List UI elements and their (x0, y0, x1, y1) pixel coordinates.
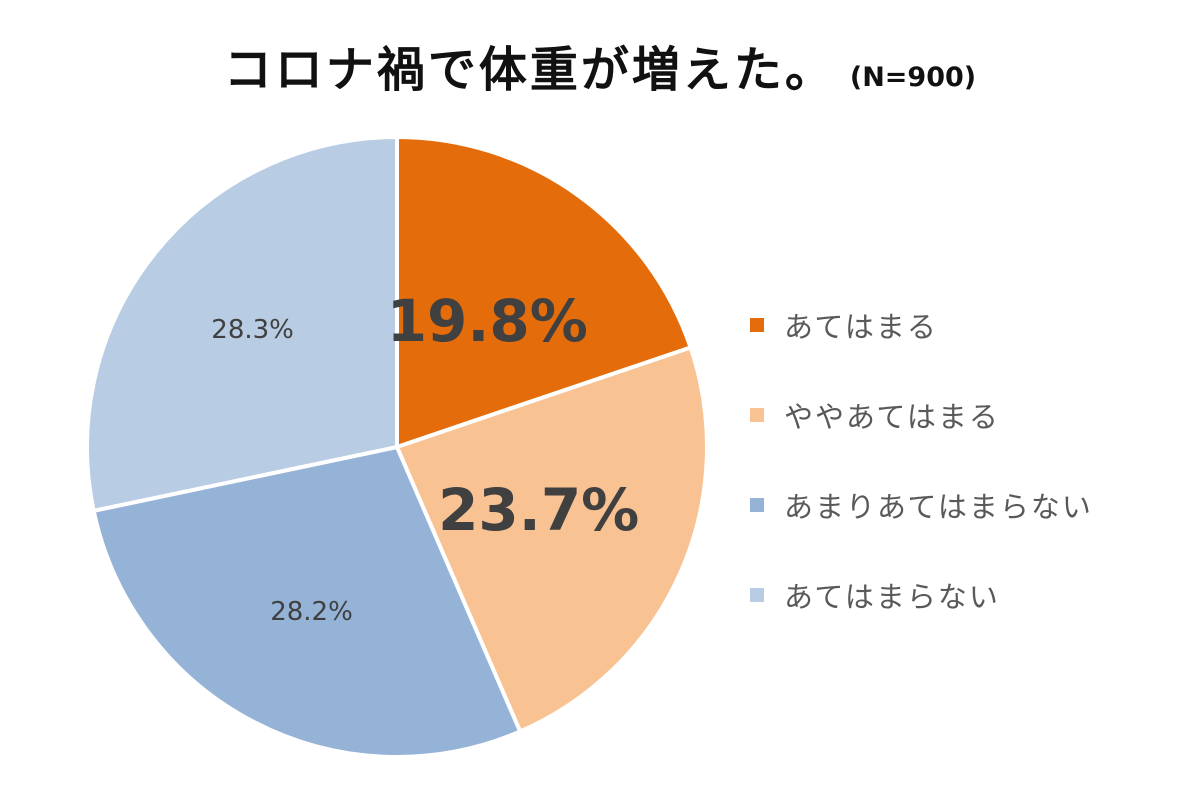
legend-swatch (750, 408, 764, 422)
chart-sample-size: (N=900) (849, 62, 977, 93)
pie-slice (395, 135, 693, 449)
pie-slices (85, 135, 709, 759)
legend-label: ややあてはまる (784, 400, 1000, 434)
legend-swatch (750, 318, 764, 332)
pie-labels: 19.8% 23.7% 28.2% 28.3% (211, 287, 639, 627)
legend-label: あまりあてはまらない (784, 490, 1093, 524)
pie-slice (395, 345, 709, 734)
legend-item: あまりあてはまらない (750, 460, 1093, 550)
slice-data-label: 23.7% (438, 476, 639, 544)
legend-item: あてはまる (750, 280, 1093, 370)
slice-data-label: 28.3% (211, 315, 294, 345)
slice-data-label: 28.2% (270, 597, 353, 627)
legend-swatch (750, 588, 764, 602)
legend: あてはまる ややあてはまる あまりあてはまらない あてはまらない (750, 280, 1093, 640)
legend-swatch (750, 498, 764, 512)
chart-title-main: コロナ禍で体重が増えた。 (223, 42, 836, 98)
pie-slice (85, 135, 399, 513)
pie-slice (91, 445, 523, 759)
legend-label: あてはまる (784, 310, 938, 344)
legend-item: ややあてはまる (750, 370, 1093, 460)
chart-title: コロナ禍で体重が増えた。 (N=900) (0, 30, 1200, 100)
slice-data-label: 19.8% (387, 287, 588, 355)
legend-item: あてはまらない (750, 550, 1093, 640)
legend-label: あてはまらない (784, 580, 1000, 614)
